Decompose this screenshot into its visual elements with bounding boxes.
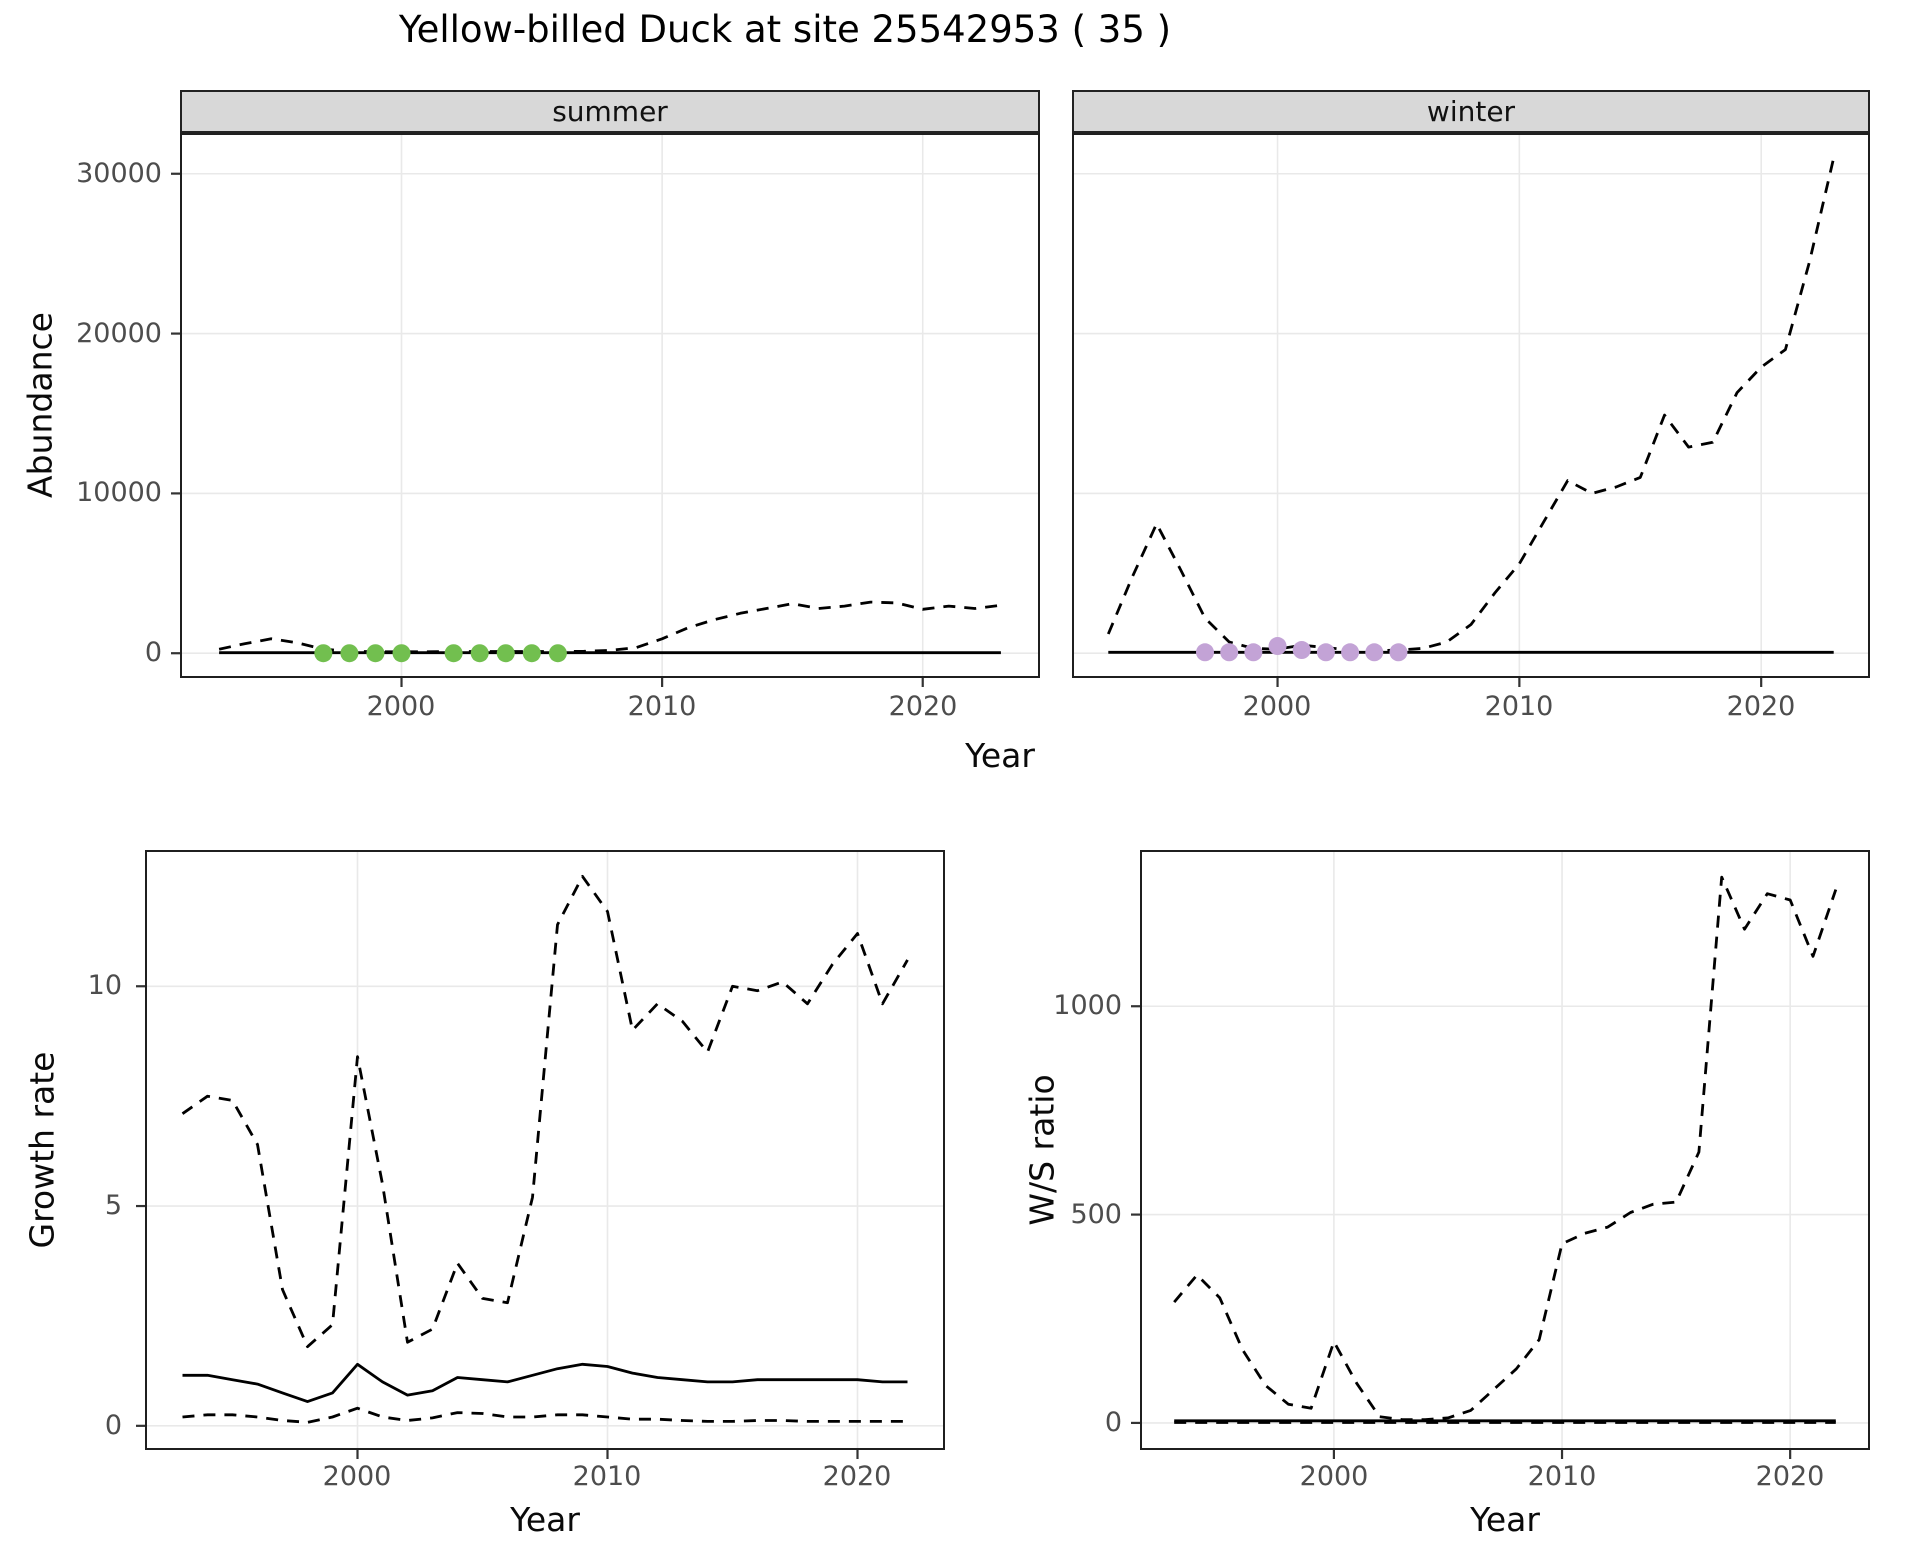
- x-tick-label: 2020: [1726, 691, 1796, 722]
- y-tick-label: 0: [144, 637, 162, 668]
- figure-title: Yellow-billed Duck at site 25542953 ( 35…: [398, 8, 1172, 51]
- y-tick-label: 500: [1070, 1199, 1122, 1230]
- summer-abundance-panel: [171, 133, 1040, 687]
- y-tick-label: 10: [87, 970, 122, 1001]
- y-tick-label: 30000: [76, 158, 162, 189]
- y-tick-label: 5: [104, 1190, 122, 1221]
- ws-ratio-x-axis-title: Year: [1470, 1500, 1540, 1539]
- y-tick-label: 1000: [1053, 990, 1122, 1021]
- x-tick-label: 2010: [1527, 1461, 1597, 1492]
- x-tick-label: 2000: [322, 1461, 392, 1492]
- y-tick-label: 10000: [76, 477, 162, 508]
- y-tick-label: 20000: [76, 318, 162, 349]
- facet-strip-winter: winter: [1072, 90, 1870, 133]
- x-tick-label: 2000: [366, 691, 436, 722]
- x-tick-label: 2020: [1755, 1461, 1825, 1492]
- x-tick-label: 2000: [1242, 691, 1312, 722]
- x-tick-label: 2020: [822, 1461, 892, 1492]
- x-tick-label: 2010: [572, 1461, 642, 1492]
- facet-strip-summer-label: summer: [552, 95, 668, 128]
- growth-rate-x-axis-title: Year: [510, 1500, 580, 1539]
- facet-strip-summer: summer: [180, 90, 1040, 133]
- facet-strip-winter-label: winter: [1426, 95, 1516, 128]
- growth-rate-panel: [136, 850, 945, 1459]
- x-tick-label: 2000: [1299, 1461, 1369, 1492]
- abundance-x-axis-title: Year: [965, 736, 1035, 775]
- winter-abundance-panel: [1072, 133, 1870, 687]
- x-tick-label: 2010: [1484, 691, 1554, 722]
- y-tick-label: 0: [104, 1410, 122, 1441]
- y-tick-label: 0: [1104, 1407, 1122, 1438]
- ws-ratio-panel: [1131, 850, 1870, 1459]
- x-tick-label: 2010: [627, 691, 697, 722]
- x-tick-label: 2020: [888, 691, 958, 722]
